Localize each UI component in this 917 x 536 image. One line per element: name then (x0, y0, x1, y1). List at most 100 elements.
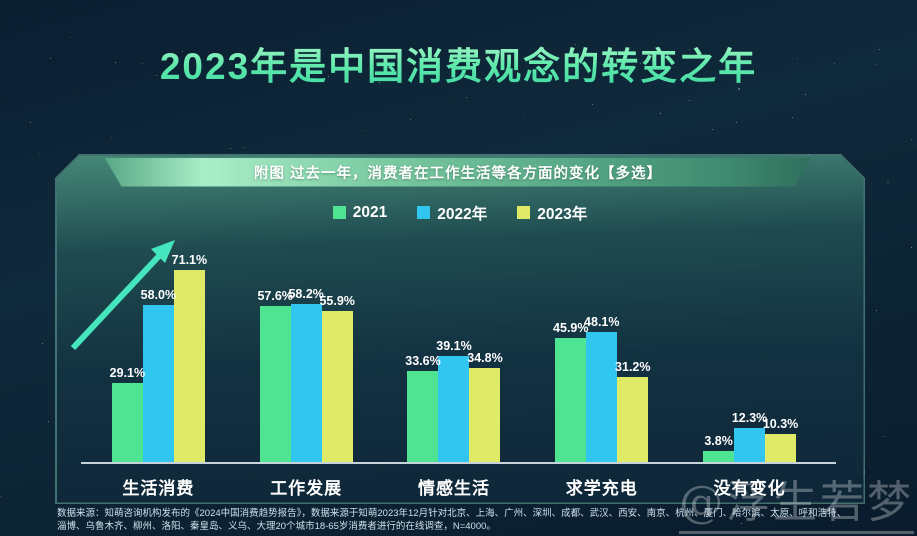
bar: 31.2% (617, 377, 648, 461)
bar-value-label: 55.9% (319, 293, 355, 308)
star-dot (328, 75, 330, 77)
star-dot (640, 62, 642, 64)
star-dot (875, 309, 877, 311)
legend-swatch (517, 206, 530, 219)
bar: 10.3% (765, 434, 796, 462)
star-dot (659, 113, 661, 115)
star-dot (868, 385, 870, 387)
bar-value-label: 12.3% (731, 411, 768, 426)
bar-group: 33.6% 39.1% 34.8% (380, 232, 528, 462)
star-dot (591, 103, 593, 105)
bar: 3.8% (703, 451, 734, 461)
watermark: @浮生若梦 (679, 466, 914, 534)
legend-swatch (333, 206, 346, 219)
bar-value-label: 58.2% (288, 287, 324, 302)
star-dot (453, 96, 455, 98)
bar-group: 57.6% 58.2% 55.9% (232, 232, 380, 462)
legend-item: 2022年 (417, 202, 487, 224)
star-dot (244, 147, 246, 149)
bar-value-label: 45.9% (553, 320, 589, 335)
star-dot (41, 342, 43, 344)
star-dot (862, 470, 865, 473)
star-dot (230, 147, 232, 149)
star-dot (409, 119, 411, 121)
legend-label: 2023年 (537, 205, 588, 223)
legend-swatch (417, 206, 430, 219)
star-dot (875, 64, 877, 66)
bar: 57.6% (260, 306, 291, 462)
star-dot (910, 138, 912, 140)
star-dot (913, 146, 915, 147)
category-label: 生活消费 (122, 478, 195, 498)
panel-banner: 附图 过去一年，消费者在工作生活等各方面的变化【多选】 (105, 158, 812, 187)
bar-group: 29.1% 58.0% 71.1% (85, 232, 233, 462)
chart-panel-body: 附图 过去一年，消费者在工作生活等各方面的变化【多选】 2021 2022年 202… (57, 156, 864, 503)
x-axis-line (81, 462, 836, 464)
star-dot (379, 81, 381, 83)
star-dot (688, 49, 690, 50)
star-dot (141, 62, 143, 64)
star-dot (688, 100, 690, 102)
bar-value-label: 10.3% (762, 416, 799, 431)
bar: 34.8% (469, 368, 500, 462)
legend-item: 2021 (333, 204, 387, 222)
page-title: 2023年是中国消费观念的转变之年 (0, 36, 917, 90)
bar: 58.2% (291, 304, 322, 461)
bar: 39.1% (438, 356, 469, 462)
star-dot (0, 496, 2, 498)
star-dot (886, 181, 889, 184)
star-dot (833, 63, 835, 65)
bar-group: 3.8% 12.3% 10.3% (676, 232, 824, 462)
bar: 55.9% (322, 311, 353, 462)
legend-label: 2022年 (437, 205, 488, 223)
bar: 45.9% (555, 338, 586, 462)
bar-value-label: 71.1% (171, 252, 208, 267)
bar-value-label: 33.6% (405, 353, 441, 368)
bar: 58.0% (143, 305, 174, 462)
star-dot (523, 116, 525, 118)
infographic-background: { "page": { "title": "2023年是中国消费观念的转变之年"… (0, 36, 917, 536)
bar-plot: 29.1% 58.0% 71.1% 57.6% 58.2% 55.9% 33.6% 39.1%… (85, 232, 824, 462)
bar: 48.1% (586, 332, 617, 462)
bar-value-label: 31.2% (615, 360, 651, 375)
star-dot (879, 48, 881, 50)
chart-panel: 附图 过去一年，消费者在工作生活等各方面的变化【多选】 2021 2022年 202… (55, 154, 865, 504)
star-dot (712, 128, 714, 130)
category-label: 情感生活 (417, 478, 490, 498)
star-dot (804, 93, 806, 95)
bar-value-label: 48.1% (584, 314, 620, 329)
category-row: 生活消费 工作发展 情感生活 求学充电 没有变化 (85, 474, 824, 499)
star-dot (466, 97, 468, 99)
bar-value-label: 29.1% (109, 365, 146, 380)
star-dot (797, 58, 799, 60)
star-dot (111, 137, 113, 139)
bar: 33.6% (407, 371, 438, 462)
bar-group: 45.9% 48.1% 31.2% (528, 232, 676, 462)
bar: 12.3% (734, 428, 765, 461)
legend-label: 2021 (352, 203, 388, 221)
star-dot (39, 151, 41, 153)
star-dot (30, 122, 32, 124)
star-dot (362, 129, 364, 131)
star-dot (737, 88, 740, 91)
bar-value-label: 57.6% (257, 288, 293, 303)
category-label: 没有变化 (713, 478, 786, 498)
bar: 29.1% (112, 383, 143, 462)
bar-value-label: 39.1% (436, 338, 472, 353)
star-dot (156, 75, 158, 77)
star-dot (882, 436, 884, 438)
star-dot (736, 121, 738, 123)
star-dot (1, 101, 3, 103)
category-label: 工作发展 (270, 478, 343, 498)
bar: 71.1% (174, 270, 205, 462)
star-dot (792, 117, 794, 119)
trend-up-arrow-icon (59, 228, 194, 363)
category-label: 求学充电 (565, 478, 638, 498)
bar-value-label: 3.8% (704, 434, 733, 449)
star-dot (73, 90, 75, 92)
star-dot (808, 153, 810, 155)
bar-value-label: 58.0% (140, 287, 177, 302)
star-dot (574, 43, 576, 45)
star-dot (50, 58, 52, 60)
star-dot (181, 50, 183, 52)
